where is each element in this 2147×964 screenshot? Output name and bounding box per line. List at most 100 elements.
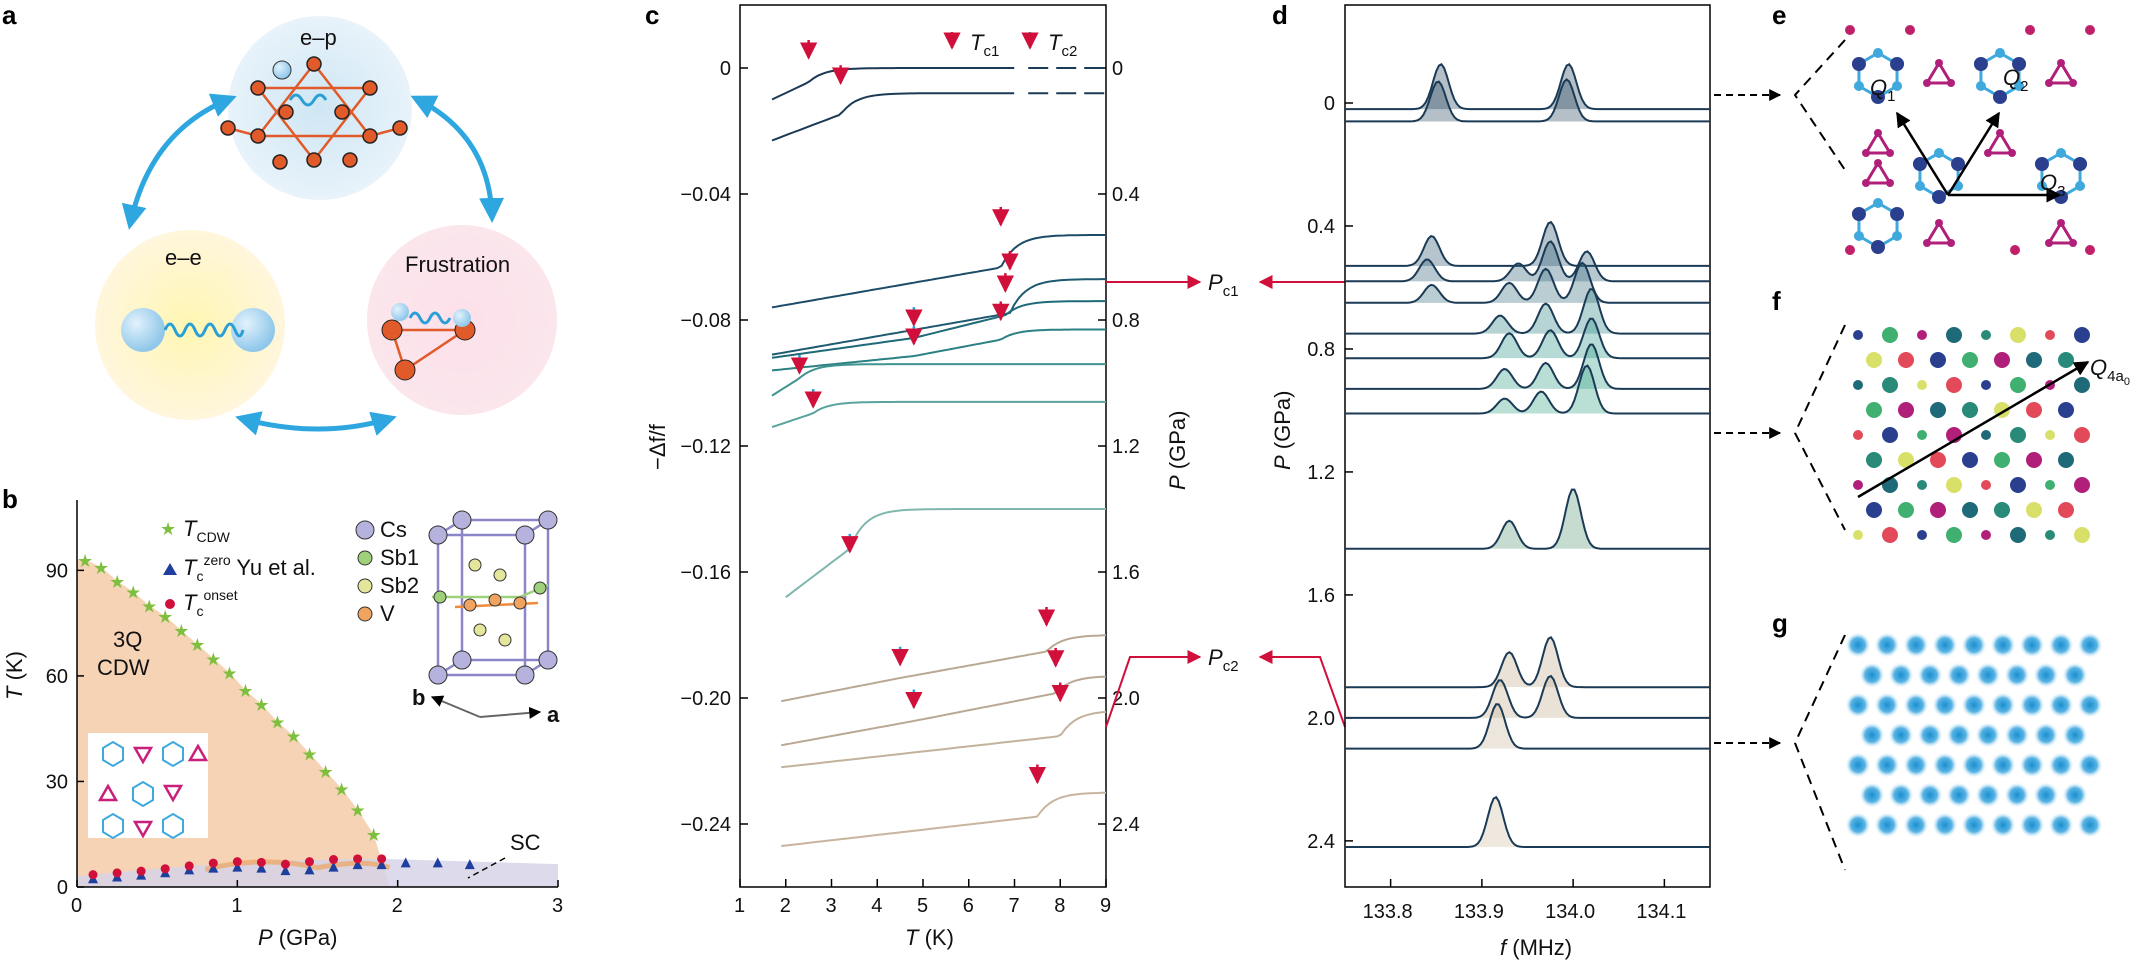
legend-tc2: Tc2 bbox=[1048, 30, 1077, 60]
f-site bbox=[1866, 502, 1882, 518]
d-ytick-label: 1.2 bbox=[1307, 462, 1335, 484]
g-blob bbox=[1932, 812, 1958, 838]
g-blob bbox=[2019, 632, 2045, 658]
e-dot bbox=[2025, 25, 2035, 35]
crystal-sb1: Sb1 bbox=[380, 545, 419, 570]
e-site bbox=[1873, 198, 1883, 208]
arrow-ep-frustration bbox=[410, 95, 505, 223]
g-blob bbox=[1946, 782, 1972, 808]
e-site bbox=[1873, 48, 1883, 58]
tconset-point bbox=[304, 857, 314, 867]
b-xtick-label: 3 bbox=[552, 895, 563, 917]
tconset-point bbox=[232, 857, 242, 867]
tcdw-point: ★ bbox=[366, 825, 382, 845]
g-blob bbox=[1917, 722, 1943, 748]
frustration-triangle-icon bbox=[381, 303, 476, 381]
e-site bbox=[2034, 157, 2049, 171]
d-spectrum-line bbox=[1345, 635, 1710, 689]
e-site bbox=[1995, 48, 2005, 58]
kagome-sites bbox=[220, 56, 408, 170]
f-lattice bbox=[1853, 327, 2090, 543]
tcdw-point: ★ bbox=[253, 695, 269, 715]
f-site bbox=[1930, 502, 1946, 518]
e-triangle bbox=[1924, 60, 1954, 85]
d-ytick-label: 2.4 bbox=[1307, 831, 1335, 853]
b-xtick-label: 0 bbox=[71, 895, 82, 917]
g-blob bbox=[1859, 662, 1885, 688]
sc-pointer bbox=[467, 857, 506, 879]
g-blob bbox=[1961, 752, 1987, 778]
e-site bbox=[1853, 231, 1864, 241]
g-blob bbox=[1874, 632, 1900, 658]
node-ep-label: e–p bbox=[300, 25, 337, 50]
c-rtick-label: 1.6 bbox=[1112, 562, 1140, 584]
tczero-point bbox=[256, 862, 267, 873]
d-spectrum-fill bbox=[1345, 222, 1710, 266]
f-site bbox=[2010, 527, 2026, 543]
d-spectrum-line bbox=[1345, 488, 1710, 550]
arrow-ee-frustration bbox=[235, 411, 397, 436]
g-blob bbox=[2033, 662, 2059, 688]
c-traces bbox=[771, 40, 1107, 847]
g-blob bbox=[1903, 692, 1929, 718]
f-site bbox=[1853, 480, 1863, 490]
d-spectrum-fill bbox=[1345, 262, 1710, 303]
g-blob bbox=[2077, 692, 2103, 718]
f-site bbox=[2010, 477, 2026, 493]
c-trace bbox=[771, 67, 1015, 101]
node-ee-label: e–e bbox=[165, 245, 202, 270]
c-trace bbox=[771, 328, 1106, 372]
q1-label: Q1 bbox=[1870, 75, 1895, 105]
e-triangle bbox=[1985, 130, 2015, 155]
f-site bbox=[1853, 430, 1863, 440]
c-xtick-label: 4 bbox=[871, 895, 882, 917]
tczero-point bbox=[464, 859, 475, 870]
e-site bbox=[1890, 57, 1905, 71]
e-site bbox=[2075, 181, 2086, 191]
axis-b-label: b bbox=[412, 685, 425, 710]
c-rtick-label: 0.4 bbox=[1112, 184, 1140, 206]
g-blob bbox=[2019, 812, 2045, 838]
c-trace bbox=[771, 234, 1106, 309]
tcdw-point: ★ bbox=[301, 744, 317, 764]
f-site bbox=[2058, 402, 2074, 418]
b-ytick-label: 0 bbox=[57, 877, 68, 899]
panel-letter-c: c bbox=[645, 0, 659, 30]
e-dot bbox=[2085, 245, 2095, 255]
e-site bbox=[1871, 240, 1885, 254]
f-site bbox=[2010, 427, 2026, 443]
f-site bbox=[1962, 502, 1978, 518]
d-spectrum-line bbox=[1345, 343, 1710, 390]
f-site bbox=[2045, 530, 2055, 540]
g-blob bbox=[1888, 722, 1914, 748]
d-spectra bbox=[1345, 63, 1710, 848]
f-site bbox=[1917, 330, 1927, 340]
g-blob bbox=[1946, 722, 1972, 748]
d-spectrum-fill bbox=[1345, 318, 1710, 359]
g-blob bbox=[1859, 722, 1885, 748]
e-tri-site bbox=[2045, 239, 2053, 247]
e-triangle bbox=[1863, 130, 1893, 155]
c-xtick-label: 9 bbox=[1100, 895, 1111, 917]
c-xtick-label: 8 bbox=[1054, 895, 1065, 917]
g-blob bbox=[1874, 692, 1900, 718]
d-xlabel: f (MHz) bbox=[1500, 935, 1572, 960]
d-ticks: 133.8 133.9 134.0 134.1 0 0.4 0.8 1.2 1.6 2.0 2.4 bbox=[1307, 93, 1686, 923]
e-site bbox=[1871, 90, 1885, 104]
tconset-point bbox=[160, 864, 170, 874]
tconset-point bbox=[329, 855, 339, 865]
panel-d: d 133.8 133.9 134.0 134.1 0 0.4 0.8 1.2 1.6 2.0 2.… bbox=[1270, 0, 1711, 960]
e-tri-site bbox=[1935, 59, 1943, 67]
e-dot bbox=[2010, 245, 2020, 255]
g-blob bbox=[1903, 812, 1929, 838]
panel-letter-b: b bbox=[2, 484, 18, 514]
tczero-point bbox=[208, 862, 219, 873]
e-tri-site bbox=[1923, 239, 1931, 247]
tcdw-point: ★ bbox=[157, 607, 173, 627]
c-trace bbox=[781, 710, 1107, 769]
tcdw-point: ★ bbox=[334, 779, 350, 799]
d-spectrum-line bbox=[1345, 288, 1710, 335]
region-3q-label: 3Q bbox=[113, 627, 142, 652]
g-blob bbox=[1903, 632, 1929, 658]
e-tri-site bbox=[2069, 79, 2077, 87]
